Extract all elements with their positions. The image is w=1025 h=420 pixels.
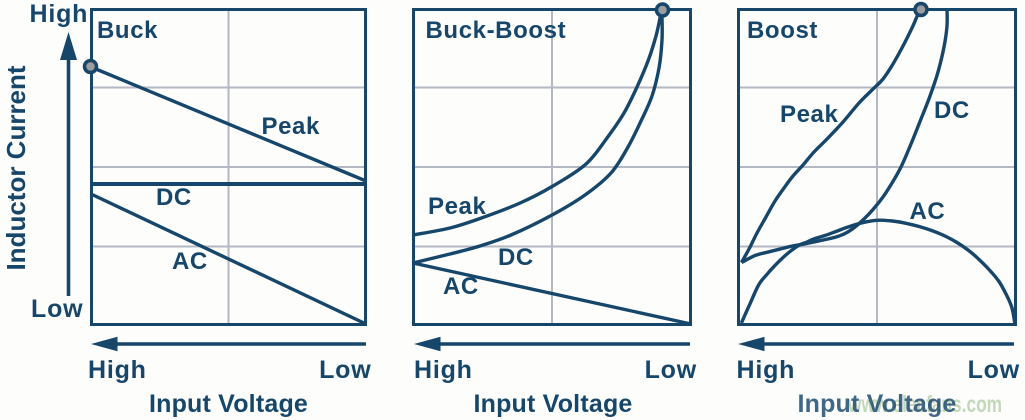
svg-text:AC: AC xyxy=(910,198,946,225)
svg-text:High: High xyxy=(30,0,89,28)
svg-text:AC: AC xyxy=(172,248,208,275)
svg-text:Low: Low xyxy=(31,295,83,323)
svg-text:Input Voltage: Input Voltage xyxy=(149,390,308,418)
svg-text:DC: DC xyxy=(156,184,192,211)
svg-text:www.elecfans.com: www.elecfans.com xyxy=(847,391,1002,417)
svg-text:High: High xyxy=(414,356,473,384)
svg-text:Low: Low xyxy=(645,356,697,384)
svg-text:Input Voltage: Input Voltage xyxy=(797,390,956,418)
svg-text:AC: AC xyxy=(443,273,479,300)
svg-text:Inductor Current: Inductor Current xyxy=(1,65,31,270)
svg-text:Low: Low xyxy=(319,356,371,384)
svg-text:High: High xyxy=(88,356,147,384)
svg-text:Peak: Peak xyxy=(780,101,839,128)
svg-text:Low: Low xyxy=(968,356,1020,384)
svg-text:Buck-Boost: Buck-Boost xyxy=(426,17,567,44)
svg-text:Boost: Boost xyxy=(747,17,818,44)
svg-text:Buck: Buck xyxy=(97,17,158,44)
svg-text:High: High xyxy=(737,356,796,384)
svg-text:DC: DC xyxy=(934,97,970,124)
svg-text:Peak: Peak xyxy=(428,193,487,220)
svg-text:DC: DC xyxy=(498,244,534,271)
svg-text:Input Voltage: Input Voltage xyxy=(473,390,632,418)
svg-text:Peak: Peak xyxy=(262,113,321,140)
